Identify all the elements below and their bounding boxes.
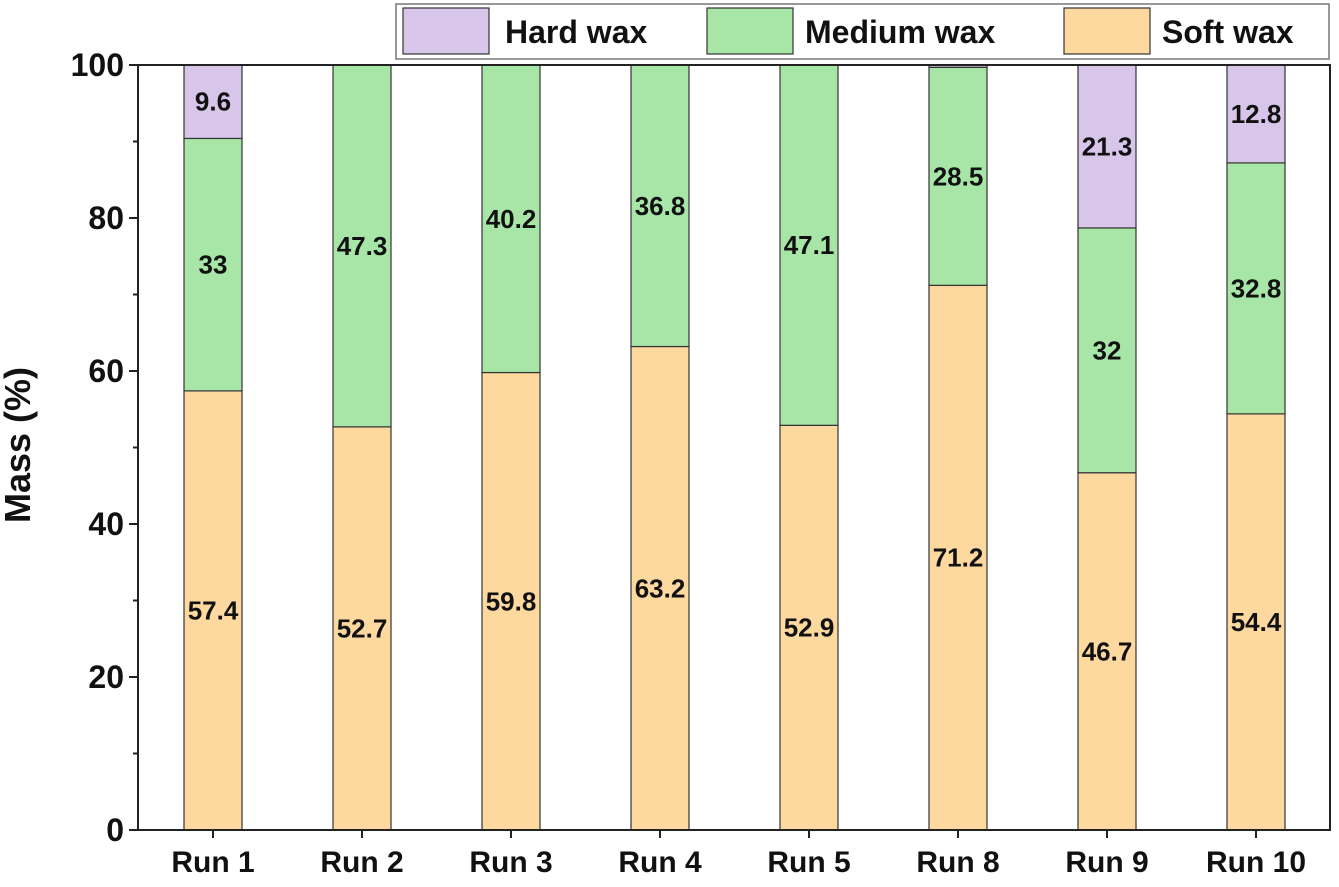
y-tick-label: 80 [88, 200, 124, 236]
data-label: 71.2 [933, 543, 984, 573]
data-label: 36.8 [635, 191, 686, 221]
bar-segment [481, 371, 541, 831]
bars-layer [183, 64, 1286, 831]
bar-segment [928, 284, 988, 831]
x-tick-label: Run 10 [1206, 846, 1306, 879]
data-label: 46.7 [1082, 636, 1133, 666]
data-label: 32 [1093, 335, 1122, 365]
y-tick-label: 20 [88, 659, 124, 695]
data-label: 63.2 [635, 573, 686, 603]
data-label: 54.4 [1231, 607, 1282, 637]
data-label: 33 [199, 250, 228, 280]
data-label: 40.2 [486, 204, 537, 234]
bar-segment [481, 64, 541, 374]
x-tick-label: Run 3 [469, 846, 552, 879]
legend-label: Medium wax [805, 14, 995, 50]
data-label: 52.7 [337, 613, 388, 643]
legend-label: Soft wax [1162, 14, 1294, 50]
bar-segment [779, 424, 839, 831]
bar-segment [1077, 472, 1137, 831]
segment-labels-layer: 57.4 33 9.6 52.7 47.3 59.8 40.2 63.2 36.8 52.9 47.… [188, 87, 1282, 667]
data-label: 28.5 [933, 161, 984, 191]
data-label: 9.6 [195, 87, 231, 117]
x-tick-label: Run 4 [618, 846, 702, 879]
x-tick-label: Run 9 [1065, 846, 1148, 879]
bar-segment [1077, 227, 1137, 474]
legend-swatch [706, 7, 794, 55]
bar-segment [779, 64, 839, 426]
bar-segment [183, 390, 243, 831]
legend-label: Hard wax [505, 14, 647, 50]
y-tick-label: 60 [88, 353, 124, 389]
bar-segment [1077, 64, 1137, 229]
data-label: 47.3 [337, 231, 388, 261]
bar-segment [183, 137, 243, 392]
legend-swatch [402, 7, 490, 55]
bar-segment [630, 64, 690, 348]
data-label: 59.8 [486, 586, 537, 616]
bar-segment [1226, 162, 1286, 415]
legend: Hard wax Medium wax Soft wax [395, 3, 1330, 60]
y-tick-label: 40 [88, 506, 124, 542]
plot-frame [137, 64, 1331, 831]
x-tick-label: Run 1 [171, 846, 254, 879]
x-tick-label: Run 5 [767, 846, 850, 879]
y-tick-label: 100 [71, 47, 124, 83]
y-axis-title: Mass (%) [0, 367, 38, 523]
x-tick-label: Run 2 [320, 846, 403, 879]
bar-segment [332, 426, 392, 831]
data-label: 32.8 [1231, 273, 1282, 303]
bar-segment [1226, 413, 1286, 831]
data-label: 47.1 [784, 230, 835, 260]
data-label: 12.8 [1231, 99, 1282, 129]
bar-segment [332, 64, 392, 428]
data-label: 57.4 [188, 595, 239, 625]
bar-segment [928, 66, 988, 286]
x-tick-label: Run 8 [916, 846, 999, 879]
y-tick-label: 0 [106, 812, 124, 848]
axes-layer: 0 20 40 60 80 100 Run 1 Run 2 Run 3 Run 4 Run 5 Run… [71, 47, 1331, 879]
legend-box [395, 3, 1330, 60]
data-label: 52.9 [784, 613, 835, 643]
legend-swatch [1063, 7, 1151, 55]
data-label: 21.3 [1082, 131, 1133, 161]
bar-segment [630, 345, 690, 831]
